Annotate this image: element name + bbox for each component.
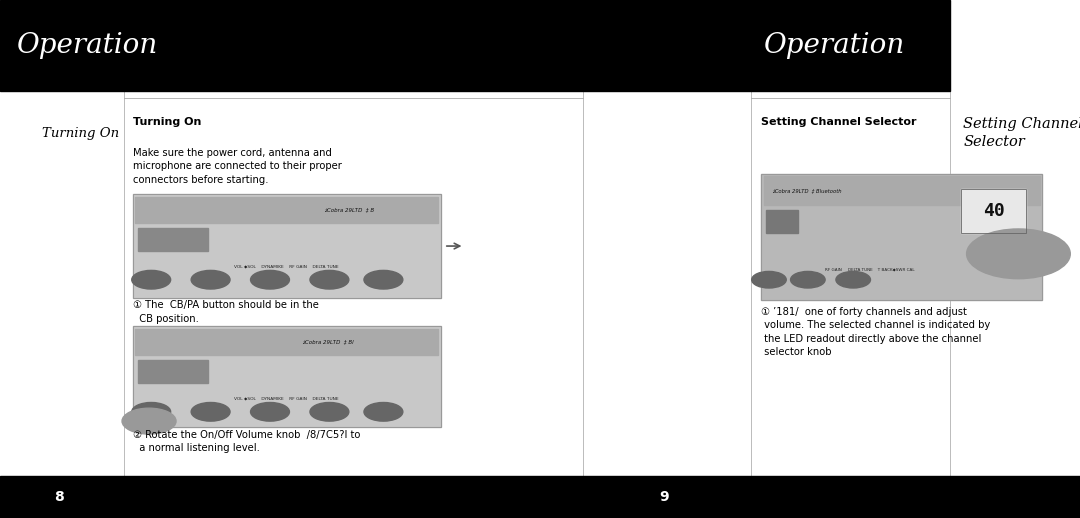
Circle shape	[191, 270, 230, 289]
Text: Setting Channel Selector: Setting Channel Selector	[761, 117, 917, 126]
Text: ① ’181/  one of forty channels and adjust
 volume. The selected channel is indic: ① ’181/ one of forty channels and adjust…	[761, 307, 990, 357]
Circle shape	[251, 402, 289, 421]
Bar	[133, 326, 441, 427]
Circle shape	[967, 229, 1070, 279]
Bar	[135, 329, 438, 355]
Bar	[135, 197, 438, 223]
Circle shape	[752, 271, 786, 288]
Text: Turning On: Turning On	[133, 117, 201, 126]
Circle shape	[791, 271, 825, 288]
Bar	[133, 326, 441, 427]
Circle shape	[364, 270, 403, 289]
Text: VOL ◆SOL    DYNAMIKE    RF GAIN    DELTA TUNE: VOL ◆SOL DYNAMIKE RF GAIN DELTA TUNE	[234, 397, 339, 401]
Bar	[766, 210, 798, 233]
Circle shape	[310, 402, 349, 421]
Bar	[0, 0, 751, 91]
Bar	[138, 360, 208, 383]
Circle shape	[251, 270, 289, 289]
Text: Operation: Operation	[764, 32, 905, 59]
Text: Turning On: Turning On	[42, 127, 119, 140]
Bar	[761, 174, 1042, 300]
Text: 9: 9	[660, 490, 669, 504]
Text: ② Rotate the On/Off Volume knob  /8/7C5?l to
  a normal listening level.: ② Rotate the On/Off Volume knob /8/7C5?l…	[133, 430, 361, 453]
Text: ① The  CB/PA button should be in the
  CB position.: ① The CB/PA button should be in the CB p…	[133, 300, 319, 324]
Text: żCobra 29LTD  ‡ Bluetooth: żCobra 29LTD ‡ Bluetooth	[772, 188, 841, 193]
Text: Setting Channel
Selector: Setting Channel Selector	[963, 117, 1080, 149]
Text: Make sure the power cord, antenna and
microphone are connected to their proper
c: Make sure the power cord, antenna and mi…	[133, 148, 341, 185]
Bar	[0, 476, 1080, 518]
Text: żCobra 29LTD  ‡ Bl: żCobra 29LTD ‡ Bl	[302, 339, 354, 344]
Bar	[138, 228, 208, 251]
Text: VOL ◆SOL    DYNAMIKE    RF GAIN    DELTA TUNE: VOL ◆SOL DYNAMIKE RF GAIN DELTA TUNE	[234, 265, 339, 269]
Circle shape	[132, 270, 171, 289]
Bar	[961, 189, 1026, 233]
Bar	[751, 0, 950, 91]
Circle shape	[310, 270, 349, 289]
Circle shape	[836, 271, 870, 288]
Circle shape	[191, 402, 230, 421]
Circle shape	[364, 402, 403, 421]
Text: Operation: Operation	[17, 32, 159, 59]
Text: żCobra 29LTD  ‡ B: żCobra 29LTD ‡ B	[324, 207, 374, 212]
Bar	[761, 174, 1042, 300]
Bar	[764, 176, 1040, 205]
Text: 40: 40	[983, 202, 1004, 220]
Bar	[961, 189, 1026, 233]
Circle shape	[132, 402, 171, 421]
Text: RF GAIN     DELTA TUNE    T BACK◆SWR CAL: RF GAIN DELTA TUNE T BACK◆SWR CAL	[825, 267, 914, 271]
Circle shape	[122, 408, 176, 434]
Bar	[133, 194, 441, 298]
Text: 8: 8	[54, 490, 65, 504]
Bar	[133, 194, 441, 298]
